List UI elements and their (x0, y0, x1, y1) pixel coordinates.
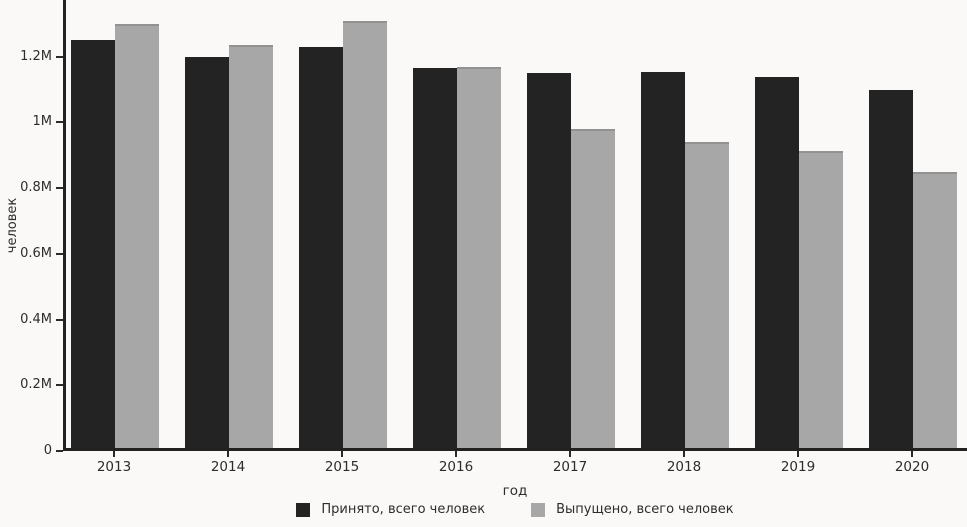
bar-graduated-2019 (799, 150, 843, 448)
x-tick-mark (797, 451, 799, 457)
bar-admitted-2015 (299, 47, 343, 448)
y-tick-label: 0.2M (20, 377, 52, 393)
x-tick-label: 2019 (780, 459, 816, 475)
legend-item-admitted: Принято, всего человек (296, 502, 485, 517)
x-tick-mark (683, 451, 685, 457)
legend-label: Принято, всего человек (321, 502, 486, 517)
x-axis-title: год (502, 483, 528, 499)
y-tick-mark (56, 187, 63, 190)
x-tick-label: 2018 (666, 459, 702, 475)
y-tick-mark (56, 318, 63, 321)
x-axis: 2013 2014 2015 2016 2017 2018 2019 2020 (63, 451, 967, 481)
legend-swatch-admitted (296, 502, 311, 517)
y-tick-mark (56, 450, 63, 452)
bar-admitted-2018 (641, 71, 685, 448)
bar-admitted-2014 (185, 56, 229, 448)
bar-graduated-2013 (115, 24, 159, 448)
y-tick-label: 1M (32, 114, 53, 130)
bar-graduated-2017 (571, 129, 615, 448)
y-tick-mark (56, 121, 63, 124)
x-tick-mark (911, 451, 913, 457)
x-tick-mark (113, 451, 115, 457)
bar-graduated-2015 (343, 20, 387, 448)
bar-admitted-2017 (527, 73, 571, 448)
y-tick-label: 1.2M (20, 48, 52, 64)
x-tick-label: 2020 (894, 459, 930, 475)
bar-graduated-2014 (229, 45, 273, 448)
x-tick-mark (227, 451, 229, 457)
bar-admitted-2016 (413, 68, 457, 448)
legend-label: Выпущено, всего человек (556, 502, 734, 517)
legend-swatch-graduated (531, 502, 546, 517)
legend-item-graduated: Выпущено, всего человек (531, 502, 734, 517)
x-tick-label: 2014 (210, 459, 246, 475)
bar-admitted-2013 (71, 40, 115, 448)
x-tick-mark (569, 451, 571, 457)
y-tick-label: 0.8M (20, 180, 52, 196)
bar-graduated-2020 (913, 171, 957, 448)
bar-graduated-2018 (685, 142, 729, 448)
y-tick-mark (56, 55, 63, 58)
x-tick-label: 2013 (96, 459, 132, 475)
legend: Принято, всего человек Выпущено, всего че… (63, 502, 967, 517)
y-axis: 0 0.2M 0.4M 0.6M 0.8M 1M 1.2M (0, 0, 63, 458)
bar-admitted-2020 (869, 89, 913, 448)
plot-area (63, 0, 967, 451)
y-tick-mark (56, 252, 63, 255)
x-tick-label: 2015 (324, 459, 360, 475)
x-tick-mark (341, 451, 343, 457)
bar-graduated-2016 (457, 66, 501, 448)
y-tick-mark (56, 384, 63, 387)
x-tick-label: 2016 (438, 459, 474, 475)
x-tick-label: 2017 (552, 459, 588, 475)
y-tick-label: 0 (43, 443, 52, 458)
x-tick-mark (455, 451, 457, 457)
y-tick-label: 0.6M (20, 245, 52, 261)
bar-admitted-2019 (755, 76, 799, 448)
y-tick-label: 0.4M (20, 311, 52, 327)
